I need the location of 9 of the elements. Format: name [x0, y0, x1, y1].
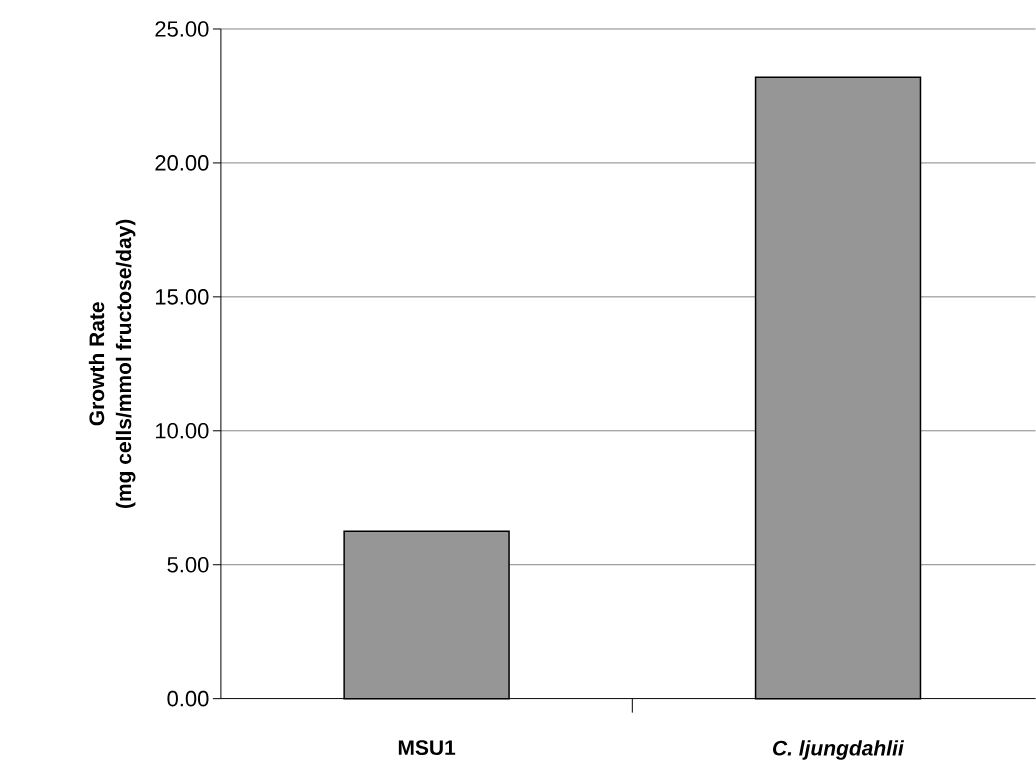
y-tick-label: 25.00 — [155, 21, 209, 37]
y-tick-label: 15.00 — [156, 289, 209, 305]
y-tick-label: 20.00 — [155, 155, 209, 171]
x-tick-label: C. ljungdahlii — [772, 740, 905, 760]
y-axis-title: Growth Rate (mg cells/mmol fructose/day) — [88, 219, 136, 509]
y-tick-label: 0.00 — [167, 691, 209, 707]
x-tick-label: MSU1 — [398, 740, 456, 756]
y-tick-label: 5.00 — [167, 557, 209, 573]
y-tick-label: 10.00 — [156, 423, 209, 439]
